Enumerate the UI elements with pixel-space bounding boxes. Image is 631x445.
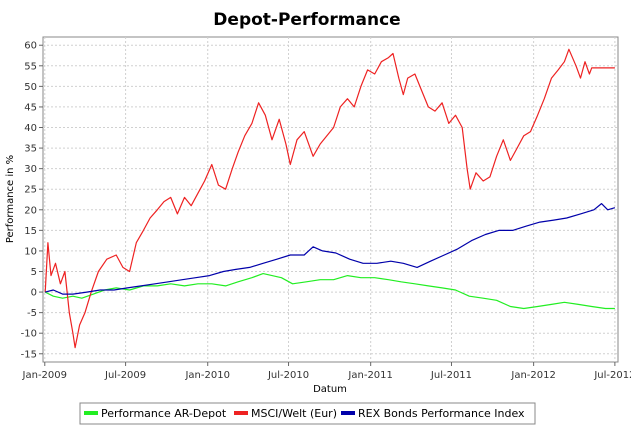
y-axis-title: Performance in % [5, 155, 16, 243]
legend-label-1: MSCI/Welt (Eur) [251, 407, 337, 420]
axis-layer: -15 -10 -5 0 5 10 15 20 25 30 35 40 45 50 55 60 Jan-2009… [21, 41, 631, 381]
y-tick-label: 30 [24, 164, 37, 175]
series-layer [44, 48, 616, 349]
y-tick-label: 45 [24, 102, 37, 113]
y-tick-label: 35 [24, 144, 37, 155]
x-tick-label: Jul-2012 [593, 370, 631, 381]
y-tick-label: 0 [31, 288, 37, 299]
legend-label-0: Performance AR-Depot [101, 407, 227, 420]
y-tick-label: -5 [27, 308, 37, 319]
x-tick-label: Jan-2012 [510, 370, 555, 381]
x-axis-title: Datum [313, 384, 347, 395]
x-tick-label: Jan-2011 [347, 370, 392, 381]
series-line-1 [44, 48, 615, 349]
y-tick-label: 20 [24, 205, 37, 216]
y-tick-label: 60 [24, 41, 37, 52]
series-line-2 [45, 203, 616, 295]
x-tick-label: Jul-2011 [430, 370, 472, 381]
y-tick-label: 15 [24, 226, 37, 237]
x-tick-label: Jul-2010 [267, 370, 309, 381]
y-tick-label: -15 [21, 349, 37, 360]
y-tick-label: 10 [24, 246, 37, 257]
y-tick-label: -10 [21, 329, 37, 340]
y-tick-label: 5 [31, 267, 37, 278]
x-tick-label: Jan-2009 [22, 370, 67, 381]
legend: Performance AR-Depot MSCI/Welt (Eur) REX B… [79, 402, 536, 425]
x-tick-label: Jan-2010 [184, 370, 229, 381]
y-tick-label: 25 [24, 185, 37, 196]
plot-area [42, 36, 619, 363]
legend-box [79, 402, 536, 425]
y-tick-label: 50 [24, 82, 37, 93]
y-tick-label: 40 [24, 123, 37, 134]
y-tick-label: 55 [24, 61, 37, 72]
legend-label-2: REX Bonds Performance Index [358, 407, 525, 420]
chart-title: Depot-Performance [213, 10, 400, 30]
x-tick-label: Jul-2009 [104, 370, 146, 381]
legend-items: Performance AR-Depot MSCI/Welt (Eur) REX B… [84, 407, 525, 420]
